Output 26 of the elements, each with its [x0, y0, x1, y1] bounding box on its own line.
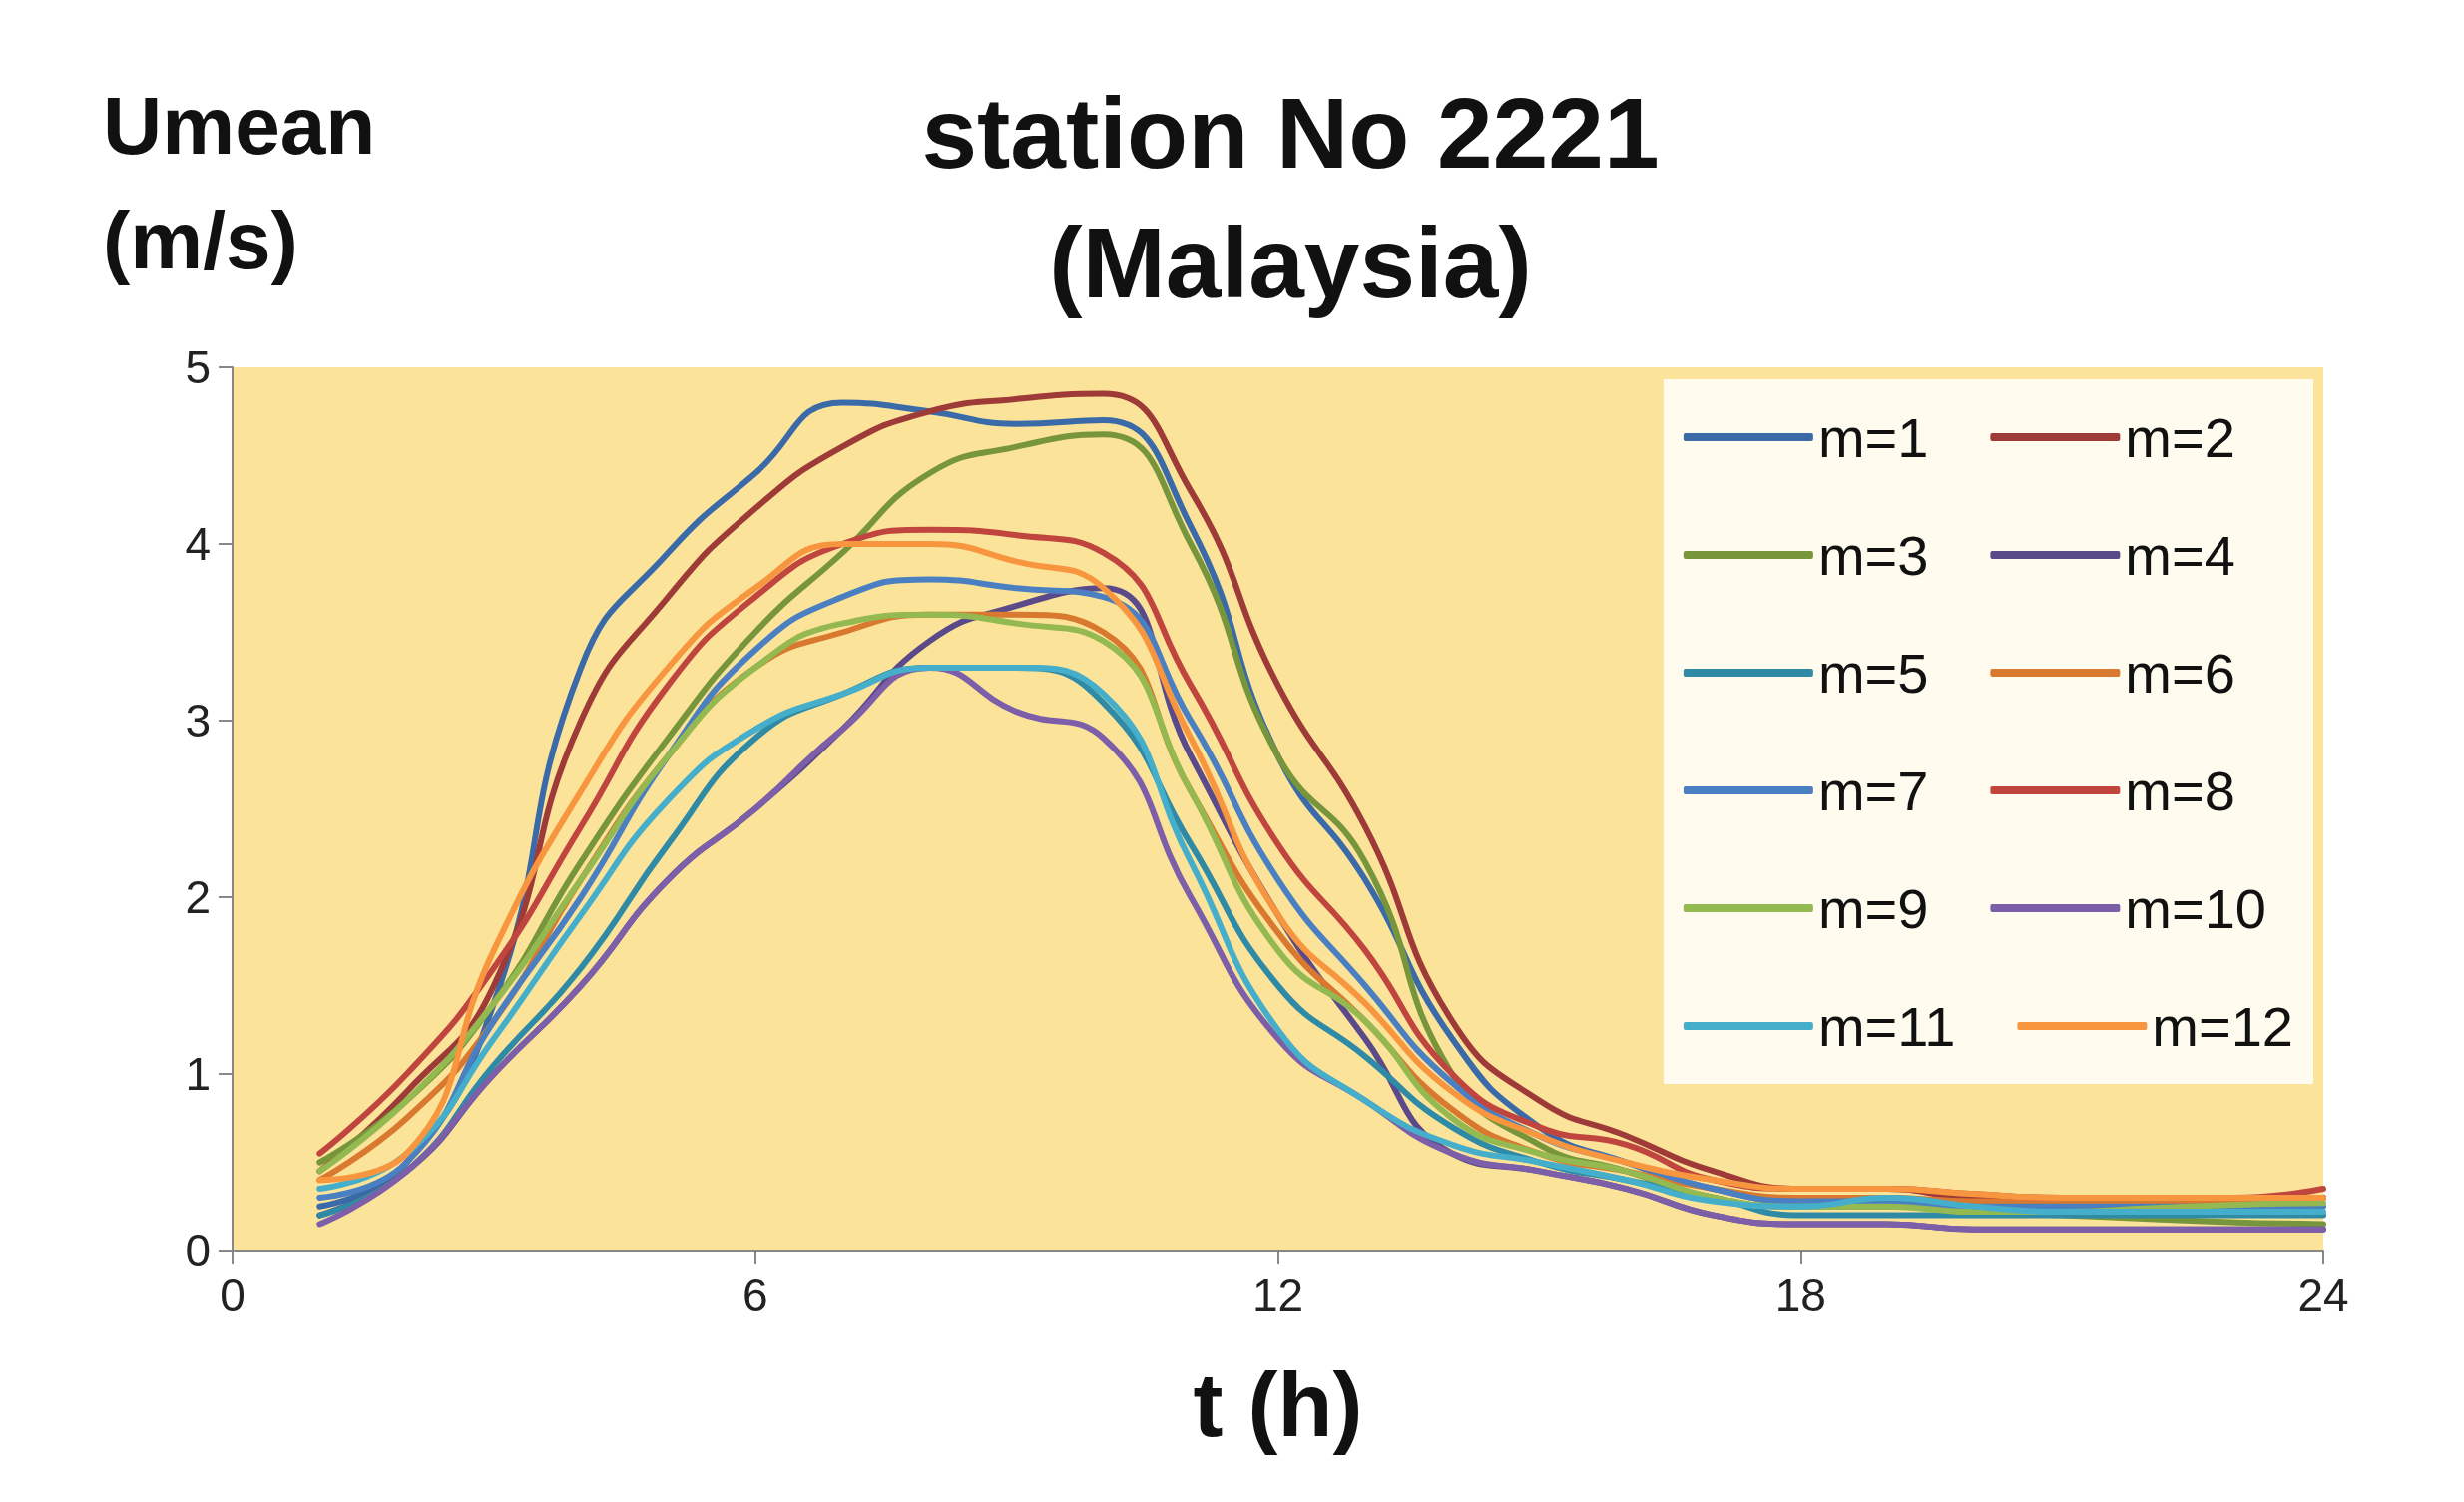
y-tick-label: 0	[185, 1225, 211, 1276]
legend-label: m=3	[1817, 523, 1929, 587]
y-axis-title: Umean (m/s)	[103, 80, 376, 285]
x-tick-label: 24	[2297, 1269, 2349, 1321]
legend-label: m=2	[2125, 405, 2235, 469]
legend-label: m=11	[1817, 994, 1956, 1058]
x-tick-label: 12	[1251, 1269, 1304, 1321]
legend-label: m=6	[2125, 641, 2235, 705]
legend-label: m=4	[2125, 523, 2235, 587]
x-tick-label: 0	[220, 1269, 246, 1321]
legend-label: m=5	[1817, 641, 1929, 705]
legend-label: m=1	[1817, 405, 1929, 469]
y-tick-label: 3	[185, 695, 211, 747]
chart-title: station No 2221 (Malaysia)	[921, 77, 1660, 318]
legend-label: m=10	[2125, 876, 2267, 940]
x-axis-title: t (h)	[1193, 1355, 1363, 1455]
y-tick-label: 4	[185, 518, 211, 570]
y-tick-label: 1	[185, 1048, 211, 1100]
x-tick-label: 6	[741, 1269, 768, 1321]
y-tick-label: 5	[185, 341, 211, 393]
x-tick-label: 18	[1774, 1269, 1826, 1321]
legend-label: m=8	[2125, 758, 2235, 822]
legend-label: m=9	[1817, 876, 1929, 940]
legend-label: m=12	[2152, 994, 2293, 1058]
y-tick-label: 2	[185, 871, 211, 923]
legend-label: m=7	[1817, 758, 1929, 822]
